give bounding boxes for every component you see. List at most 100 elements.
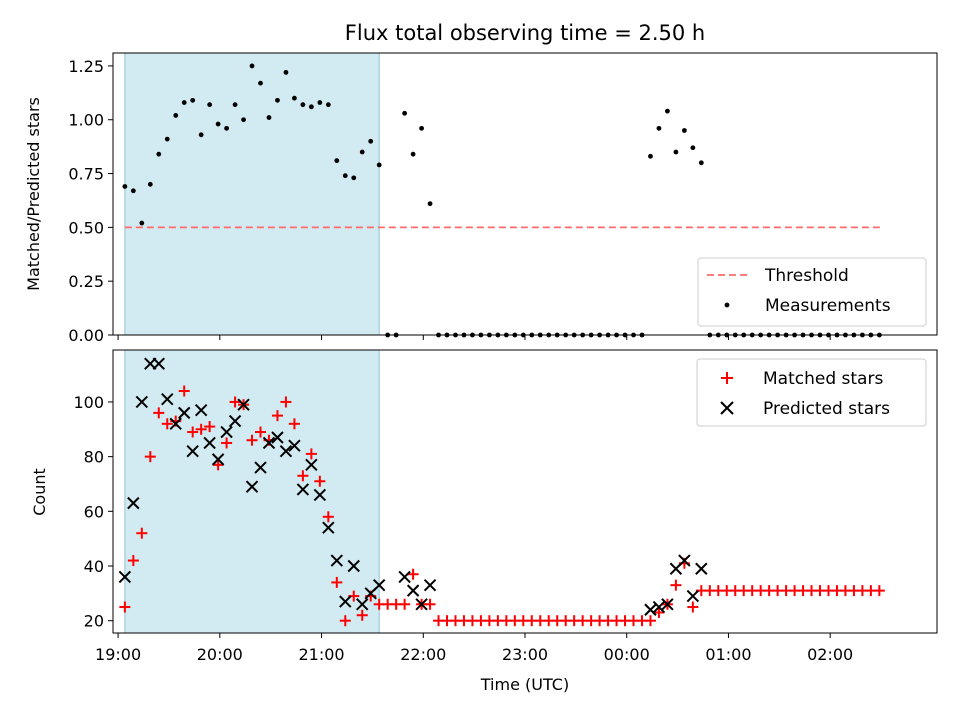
predicted-star-point bbox=[178, 406, 191, 420]
x-tick-label: 00:00 bbox=[604, 645, 650, 664]
matched-star-point bbox=[246, 434, 258, 446]
predicted-stars-points bbox=[118, 357, 708, 616]
matched-legend-label: Matched stars bbox=[763, 369, 883, 389]
predicted-star-point bbox=[695, 562, 708, 575]
measurement-point bbox=[325, 102, 331, 108]
matched-star-point bbox=[687, 601, 699, 613]
measurement-point bbox=[122, 184, 128, 189]
measurement-point bbox=[410, 151, 416, 157]
measurement-point bbox=[224, 125, 229, 131]
bottom-legend: Matched stars Predicted stars bbox=[696, 358, 927, 427]
matched-star-point bbox=[229, 396, 241, 408]
measurements-legend-label: Measurements bbox=[765, 296, 891, 316]
matched-star-point bbox=[305, 448, 317, 460]
measurement-point bbox=[665, 108, 670, 114]
measurement-point bbox=[419, 125, 424, 131]
x-tick-label: 21:00 bbox=[298, 645, 344, 664]
measurement-point bbox=[139, 220, 145, 226]
predicted-star-point bbox=[118, 570, 132, 584]
x-tick-label: 23:00 bbox=[502, 645, 548, 664]
bottom-y-tick-label: 40 bbox=[84, 557, 104, 576]
predicted-star-point bbox=[330, 554, 344, 567]
predicted-star-point bbox=[135, 395, 149, 409]
top-y-tick-label: 0.00 bbox=[68, 326, 104, 345]
predicted-star-point bbox=[169, 417, 182, 431]
matched-legend-swatch bbox=[721, 372, 733, 384]
predicted-star-point bbox=[686, 589, 700, 603]
matched-star-point bbox=[221, 437, 233, 449]
top-observing-window-shade bbox=[124, 52, 380, 336]
bottom-y-axis: 20 40 60 80 100 bbox=[73, 393, 113, 631]
predicted-star-point bbox=[347, 559, 360, 573]
predicted-star-point bbox=[313, 488, 327, 502]
predicted-star-point bbox=[305, 458, 318, 472]
matched-star-point bbox=[187, 426, 199, 438]
chart-title: Flux total observing time = 2.50 h bbox=[345, 21, 705, 45]
measurement-point bbox=[698, 160, 704, 166]
bottom-x-axis: 19:00 20:00 21:00 22:00 23:00 00:00 01:00 02:00 bbox=[95, 633, 853, 664]
measurement-point bbox=[249, 63, 255, 69]
predicted-star-point bbox=[152, 357, 165, 370]
predicted-star-point bbox=[339, 595, 352, 608]
bottom-y-axis-label: Count bbox=[30, 468, 49, 516]
predicted-star-point bbox=[661, 598, 674, 611]
predicted-star-point bbox=[127, 496, 140, 510]
predicted-star-point bbox=[279, 444, 293, 458]
measurement-point bbox=[648, 153, 653, 159]
predicted-star-point bbox=[271, 431, 284, 444]
top-y-axis-label: Matched/Predicted stars bbox=[24, 97, 43, 291]
predicted-star-point bbox=[220, 425, 233, 439]
predicted-star-point bbox=[237, 398, 250, 411]
predicted-star-point bbox=[288, 439, 301, 452]
predicted-star-point bbox=[203, 436, 216, 450]
top-y-axis: 0.00 0.25 0.50 0.75 1.00 1.25 bbox=[68, 57, 113, 345]
top-legend-box bbox=[697, 257, 927, 327]
measurement-point bbox=[164, 136, 170, 142]
matched-star-point bbox=[670, 579, 682, 591]
matched-star-point bbox=[280, 396, 292, 408]
measurement-point bbox=[402, 110, 408, 116]
predicted-star-point bbox=[652, 600, 666, 614]
measurement-point bbox=[308, 104, 314, 110]
measurement-point bbox=[181, 100, 187, 105]
x-tick-label: 19:00 bbox=[95, 645, 141, 664]
matched-star-point bbox=[144, 451, 156, 463]
measurement-point bbox=[376, 162, 382, 168]
measurements-legend-swatch bbox=[724, 302, 730, 308]
matched-star-point bbox=[153, 407, 165, 419]
predicted-legend-label: Predicted stars bbox=[763, 399, 890, 419]
matched-star-point bbox=[195, 423, 207, 435]
predicted-star-point bbox=[398, 570, 411, 584]
predicted-star-point bbox=[161, 393, 174, 406]
measurement-point bbox=[351, 175, 357, 181]
matched-star-point bbox=[271, 410, 283, 422]
measurement-point bbox=[241, 117, 246, 123]
measurement-point bbox=[656, 125, 662, 131]
predicted-star-point bbox=[186, 444, 199, 458]
measurement-point bbox=[283, 69, 289, 75]
bottom-legend-box bbox=[696, 358, 927, 427]
bottom-y-tick-label: 60 bbox=[84, 502, 104, 521]
measurement-point bbox=[317, 100, 323, 105]
measurement-point bbox=[342, 173, 348, 179]
top-panel: 0.00 0.25 0.50 0.75 1.00 1.25 Flux total obse… bbox=[24, 21, 938, 345]
measurement-point bbox=[147, 181, 153, 187]
matched-star-point bbox=[127, 555, 139, 567]
predicted-star-point bbox=[296, 483, 310, 496]
x-tick-label: 22:00 bbox=[400, 645, 446, 664]
measurement-point bbox=[173, 113, 179, 118]
measurement-point bbox=[130, 188, 136, 194]
bottom-y-tick-label: 80 bbox=[84, 448, 104, 467]
bottom-y-tick-label: 100 bbox=[73, 393, 104, 412]
predicted-star-point bbox=[372, 578, 386, 592]
top-legend: Threshold Measurements bbox=[697, 257, 927, 327]
matched-star-point bbox=[255, 426, 267, 438]
measurement-point bbox=[258, 80, 263, 86]
matched-star-point bbox=[407, 568, 419, 580]
top-y-tick-label: 1.25 bbox=[68, 57, 104, 76]
matched-star-point bbox=[178, 385, 190, 397]
measurement-point bbox=[215, 121, 221, 127]
predicted-star-point bbox=[245, 480, 259, 493]
predicted-star-point bbox=[678, 554, 691, 567]
